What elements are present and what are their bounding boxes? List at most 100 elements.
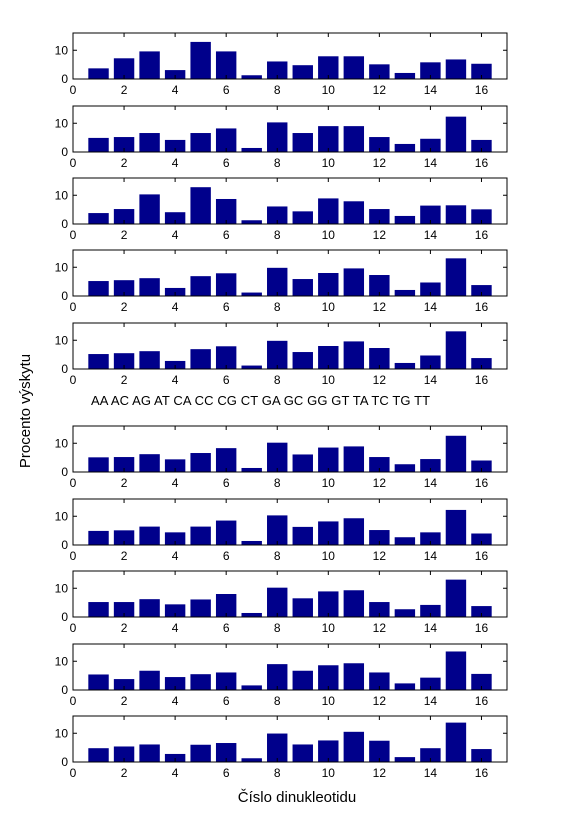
bar [190, 349, 211, 369]
x-tick-label: 6 [223, 549, 230, 563]
bar [215, 346, 237, 369]
bar [394, 757, 416, 762]
axes-frame [72, 715, 508, 763]
y-tick-label: 10 [55, 436, 69, 450]
bar [471, 460, 492, 472]
bar [369, 64, 390, 79]
x-tick-label: 16 [475, 300, 489, 314]
bar [88, 213, 109, 224]
x-tick-label: 4 [172, 476, 179, 490]
bar [318, 521, 339, 545]
x-axis-title: Číslo dinukleotidu [238, 789, 356, 806]
bar [241, 758, 262, 762]
bar [343, 590, 365, 617]
subplot-5: 0 2 4 6 8 10 12 14 16 0 10 [55, 322, 508, 387]
bar [215, 520, 237, 545]
x-tick-label: 16 [475, 621, 489, 635]
x-tick-label: 6 [223, 300, 230, 314]
x-tick-label: 14 [424, 694, 438, 708]
bar [267, 340, 288, 369]
bar [139, 599, 160, 617]
x-tick-label: 2 [121, 300, 128, 314]
x-tick-label: 16 [475, 766, 489, 780]
bar [139, 670, 160, 690]
bar [369, 275, 390, 296]
bar [164, 677, 186, 690]
bar [164, 139, 186, 152]
bar [369, 209, 390, 224]
bar [113, 746, 135, 762]
x-tick-label: 6 [223, 621, 230, 635]
bar [267, 442, 288, 472]
x-tick-label: 6 [223, 476, 230, 490]
bar [394, 609, 416, 617]
bar [88, 68, 109, 79]
bar [241, 612, 262, 617]
subplot-7: 0 2 4 6 8 10 12 14 16 0 10 [55, 498, 508, 563]
x-tick-label: 12 [373, 766, 387, 780]
x-tick-label: 0 [70, 549, 77, 563]
bar [139, 454, 160, 472]
x-tick-label: 16 [475, 228, 489, 242]
bar [471, 358, 492, 369]
x-tick-label: 10 [322, 476, 336, 490]
bar [190, 744, 211, 762]
bar [113, 58, 135, 79]
bar [471, 673, 492, 690]
bar [369, 457, 390, 472]
x-tick-label: 14 [424, 300, 438, 314]
x-tick-label: 16 [475, 83, 489, 97]
bar [445, 722, 467, 762]
bar [292, 744, 313, 762]
x-tick-label: 0 [70, 156, 77, 170]
x-tick-label: 8 [274, 228, 281, 242]
bar [113, 280, 135, 296]
bar [394, 362, 416, 369]
y-tick-label: 10 [55, 509, 69, 523]
x-tick-label: 2 [121, 476, 128, 490]
bar [343, 446, 365, 472]
bar [267, 61, 288, 79]
x-tick-label: 12 [373, 300, 387, 314]
bar [190, 187, 211, 224]
x-tick-label: 2 [121, 373, 128, 387]
x-tick-label: 10 [322, 621, 336, 635]
x-tick-label: 12 [373, 621, 387, 635]
bar [164, 532, 186, 545]
x-tick-label: 2 [121, 766, 128, 780]
bar [88, 530, 109, 545]
bar [113, 530, 135, 545]
y-tick-label: 10 [55, 260, 69, 274]
bar [241, 685, 262, 690]
x-tick-label: 12 [373, 549, 387, 563]
bar [88, 602, 109, 617]
y-tick-label: 0 [61, 145, 68, 159]
x-tick-label: 4 [172, 83, 179, 97]
bar [241, 75, 262, 79]
x-tick-label: 2 [121, 694, 128, 708]
bar [318, 740, 339, 762]
bar [190, 526, 211, 545]
subplot-1: 0 2 4 6 8 10 12 14 16 0 10 [55, 32, 508, 97]
bar [369, 137, 390, 152]
x-tick-label: 4 [172, 156, 179, 170]
x-tick-label: 4 [172, 694, 179, 708]
bar [164, 70, 186, 79]
bar [445, 509, 467, 545]
bar [113, 457, 135, 472]
x-tick-label: 6 [223, 373, 230, 387]
x-tick-label: 0 [70, 83, 77, 97]
bar [241, 467, 262, 472]
x-tick-label: 8 [274, 694, 281, 708]
y-tick-label: 0 [61, 538, 68, 552]
bar [394, 683, 416, 690]
bar [241, 540, 262, 545]
bar [394, 537, 416, 545]
bar [394, 215, 416, 224]
x-tick-label: 6 [223, 156, 230, 170]
bar [343, 201, 365, 224]
bar [420, 604, 441, 617]
x-tick-label: 14 [424, 228, 438, 242]
x-tick-label: 14 [424, 156, 438, 170]
bar [394, 289, 416, 296]
